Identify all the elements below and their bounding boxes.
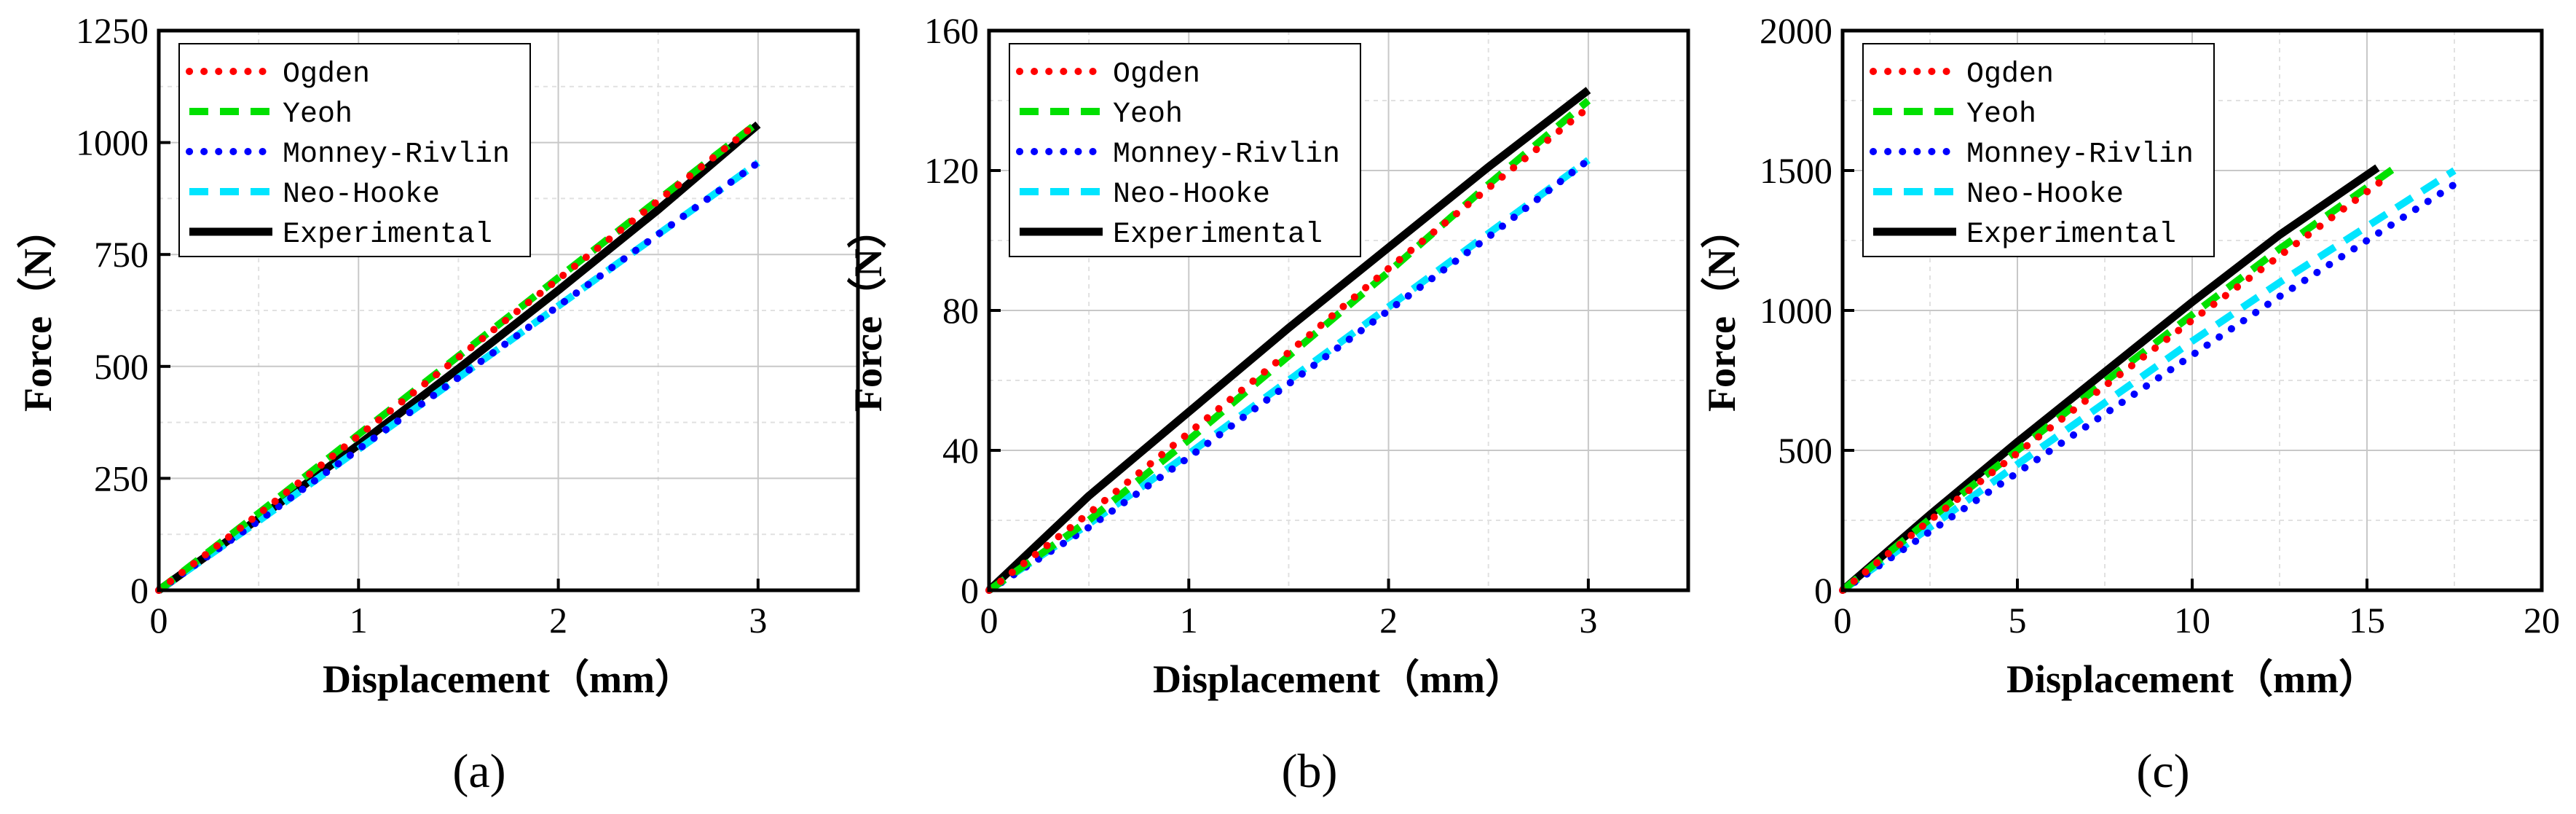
legend-label: Experimental — [283, 219, 492, 251]
series-line-experimental — [986, 87, 1591, 593]
legend-box — [178, 43, 531, 257]
x-tick-label: 15 — [2349, 600, 2385, 641]
x-tick-label: 2 — [549, 600, 567, 641]
y-tick-label: 1000 — [1760, 290, 1832, 331]
x-axis-title: Displacement（mm） — [323, 657, 694, 701]
series-line-experimental — [1840, 164, 2380, 594]
y-tick-label: 0 — [130, 570, 149, 611]
x-tick-label: 3 — [749, 600, 767, 641]
y-tick-label: 1250 — [76, 10, 149, 51]
legend-box — [1009, 43, 1361, 257]
x-tick-label: 1 — [350, 600, 368, 641]
legend-label: Ogden — [1113, 58, 1200, 91]
panel-label: (c) — [2136, 745, 2189, 798]
y-tick-label: 500 — [1778, 430, 1832, 471]
y-axis-title: Force（N） — [1700, 209, 1744, 412]
legend-label: Monney-Rivlin — [283, 138, 510, 171]
y-tick-label: 750 — [94, 234, 149, 275]
legend-label: Ogden — [1966, 58, 2054, 91]
x-tick-label: 0 — [980, 600, 999, 641]
legend-box — [1862, 43, 2215, 257]
legend-label: Yeoh — [1113, 98, 1183, 131]
series-line-monney-rivlin — [985, 156, 1592, 594]
legend-label: Neo-Hooke — [283, 179, 440, 211]
y-tick-label: 1000 — [76, 122, 149, 163]
series-line-yeoh — [1840, 165, 2398, 593]
legend-label: Neo-Hooke — [1966, 179, 2124, 211]
y-tick-label: 250 — [94, 458, 149, 498]
x-tick-label: 0 — [1834, 600, 1852, 641]
series-line-monney-rivlin — [155, 159, 762, 594]
y-tick-label: 0 — [1814, 570, 1832, 611]
y-axis-title: Force（N） — [16, 209, 60, 412]
legend: Ogden Yeoh Monney-Rivlin Neo-Hooke Experimen… — [178, 43, 531, 257]
y-tick-label: 500 — [94, 346, 149, 387]
y-tick-label: 1500 — [1760, 150, 1832, 191]
y-tick-label: 80 — [942, 290, 979, 331]
panel-label: (b) — [1282, 745, 1338, 798]
x-tick-label: 20 — [2524, 600, 2560, 641]
chart-panel-1: 0 1 2 3 0 250 500 750 1000 1250 Displacement（mm） Fo… — [16, 10, 860, 798]
x-axis-title: Displacement（mm） — [2006, 657, 2378, 701]
x-tick-label: 0 — [150, 600, 168, 641]
chart-panel-2: 0 1 2 3 0 40 80 120 160 Displacement（mm） Force（N） O… — [846, 10, 1690, 798]
legend: Ogden Yeoh Monney-Rivlin Neo-Hooke Experimen… — [1862, 43, 2215, 257]
legend-label: Monney-Rivlin — [1113, 138, 1340, 171]
legend: Ogden Yeoh Monney-Rivlin Neo-Hooke Experimen… — [1009, 43, 1361, 257]
y-tick-label: 2000 — [1760, 10, 1832, 51]
panel-label: (a) — [452, 745, 505, 798]
x-axis-title: Displacement（mm） — [1153, 657, 1524, 701]
series-line-neo-hooke — [1840, 167, 2457, 594]
x-tick-label: 5 — [2009, 600, 2027, 641]
legend-label: Neo-Hooke — [1113, 179, 1270, 211]
y-axis-title: Force（N） — [846, 209, 890, 412]
legend-label: Yeoh — [283, 98, 352, 131]
legend-label: Yeoh — [1966, 98, 2036, 131]
legend-label: Experimental — [1113, 219, 1323, 251]
x-tick-label: 3 — [1579, 600, 1597, 641]
x-tick-label: 10 — [2174, 600, 2210, 641]
x-tick-label: 2 — [1379, 600, 1398, 641]
y-tick-label: 160 — [924, 10, 979, 51]
legend-label: Monney-Rivlin — [1966, 138, 2194, 171]
y-tick-label: 120 — [924, 150, 979, 191]
series-line-monney-rivlin — [1839, 181, 2458, 594]
y-tick-label: 40 — [942, 430, 979, 471]
chart-panel-3: 0 5 10 15 20 0 500 1000 1500 2000 Displacement（mm）… — [1700, 10, 2560, 798]
x-tick-label: 1 — [1180, 600, 1198, 641]
plot-frame — [157, 28, 860, 592]
legend-label: Ogden — [283, 58, 370, 91]
y-tick-label: 0 — [961, 570, 979, 611]
series-line-ogden — [155, 119, 762, 594]
legend-label: Experimental — [1966, 219, 2176, 251]
series-line-ogden — [985, 103, 1592, 594]
